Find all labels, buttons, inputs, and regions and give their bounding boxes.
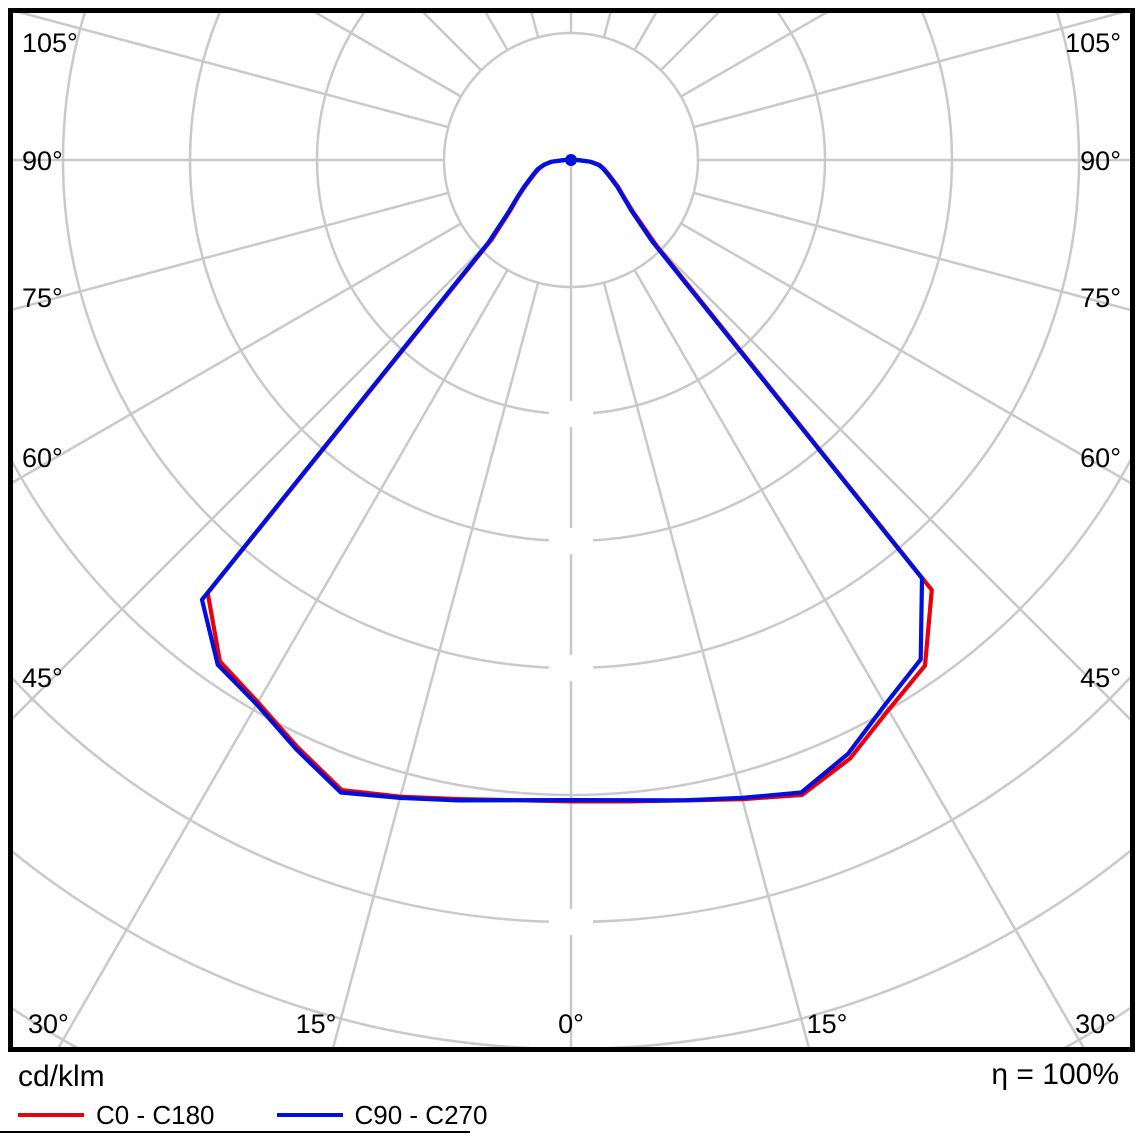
angle-label: 30° [1075,1009,1116,1039]
units-label: cd/klm [18,1060,105,1093]
legend-label-c0-c180: C0 - C180 [96,1100,215,1130]
angle-label: 30° [28,1009,69,1039]
radial-tick-box [549,909,593,935]
efficiency-label: η = 100% [991,1058,1119,1091]
angle-label: 45° [1080,663,1121,693]
legend-line-red-icon [18,1113,84,1117]
angle-label: 90° [1080,146,1121,176]
legend-item-c90-c270: C90 - C270 [276,1100,488,1130]
polar-chart: 105° 90° 75° 60° 45° 30° 15° 0° 15° 30° 45° 60° 75° 9… [8,8,1135,1052]
polar-grid [13,13,1130,1047]
angle-label: 60° [1080,443,1121,473]
legend-line-blue-icon [276,1113,343,1117]
legend-label-c90-c270: C90 - C270 [354,1100,488,1130]
angle-label: 15° [296,1009,337,1039]
angle-label: 105° [1065,28,1121,58]
angle-label: 75° [22,283,63,313]
apex-dot [565,154,577,166]
curve-C90-C270 [199,157,925,803]
radial-tick-box [549,528,593,554]
plot-frame [8,8,1135,1052]
legend-item-c0-c180: C0 - C180 [18,1102,215,1128]
angle-label: 75° [1080,283,1121,313]
angle-label: 90° [22,146,63,176]
radial-tick-box [549,401,593,427]
angle-label: 60° [22,443,63,473]
legend-underline [0,1131,470,1133]
chart-footer: cd/klm η = 100% C0 - C180 C90 - C270 [0,1052,1143,1143]
angle-label: 105° [22,28,78,58]
angle-label: 0° [558,1009,584,1039]
angle-label: 45° [22,663,63,693]
radial-tick-box [549,655,593,681]
legend: C0 - C180 C90 - C270 [18,1102,487,1128]
angle-label: 15° [807,1009,848,1039]
